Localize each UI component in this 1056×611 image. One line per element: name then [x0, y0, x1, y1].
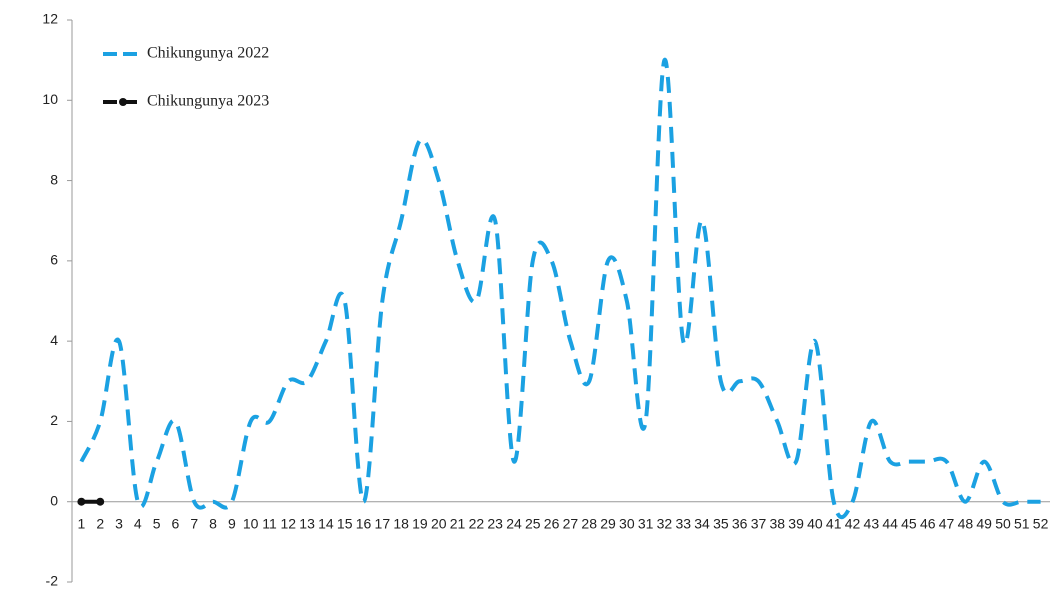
x-tick-label: 27: [563, 515, 579, 531]
x-tick-label: 50: [995, 515, 1011, 531]
x-tick-label: 5: [153, 515, 161, 531]
x-tick-label: 9: [228, 515, 236, 531]
x-tick-label: 52: [1033, 515, 1049, 531]
x-tick-label: 39: [788, 515, 804, 531]
x-tick-label: 1: [78, 515, 86, 531]
x-tick-label: 37: [751, 515, 767, 531]
x-tick-label: 12: [280, 515, 296, 531]
x-tick-label: 3: [115, 515, 123, 531]
x-tick-label: 4: [134, 515, 142, 531]
x-tick-label: 42: [845, 515, 861, 531]
x-tick-label: 2: [96, 515, 104, 531]
legend-marker: [119, 98, 127, 106]
x-tick-label: 18: [393, 515, 409, 531]
x-tick-label: 10: [243, 515, 259, 531]
y-tick-label: 12: [42, 11, 58, 27]
x-tick-label: 15: [337, 515, 353, 531]
x-tick-label: 14: [318, 515, 334, 531]
x-tick-label: 34: [694, 515, 710, 531]
x-tick-label: 40: [807, 515, 823, 531]
x-tick-label: 43: [864, 515, 880, 531]
x-tick-label: 45: [901, 515, 917, 531]
y-tick-label: 4: [50, 332, 58, 348]
x-tick-label: 35: [713, 515, 729, 531]
x-tick-label: 7: [190, 515, 198, 531]
data-point: [96, 497, 105, 506]
x-tick-label: 36: [732, 515, 748, 531]
x-tick-label: 47: [939, 515, 955, 531]
y-tick-label: 0: [50, 492, 58, 508]
x-tick-label: 49: [976, 515, 992, 531]
x-tick-label: 38: [769, 515, 785, 531]
x-tick-label: 44: [882, 515, 898, 531]
data-point: [77, 497, 86, 506]
y-tick-label: -2: [46, 573, 59, 589]
x-tick-label: 46: [920, 515, 936, 531]
x-tick-label: 13: [299, 515, 315, 531]
y-tick-label: 2: [50, 412, 58, 428]
x-tick-label: 22: [469, 515, 485, 531]
y-tick-label: 10: [42, 91, 58, 107]
legend-label: Chikungunya 2022: [147, 45, 269, 62]
x-tick-label: 21: [450, 515, 466, 531]
x-tick-label: 51: [1014, 515, 1030, 531]
x-tick-label: 8: [209, 515, 217, 531]
x-tick-label: 26: [544, 515, 560, 531]
x-tick-label: 20: [431, 515, 447, 531]
x-tick-label: 31: [638, 515, 654, 531]
x-tick-label: 19: [412, 515, 428, 531]
x-tick-label: 30: [619, 515, 635, 531]
x-tick-label: 32: [657, 515, 673, 531]
y-tick-label: 6: [50, 252, 58, 268]
x-tick-label: 23: [487, 515, 503, 531]
x-tick-label: 25: [525, 515, 541, 531]
x-tick-label: 28: [581, 515, 597, 531]
x-tick-label: 48: [958, 515, 974, 531]
x-tick-label: 11: [262, 515, 277, 531]
legend-label: Chikungunya 2023: [147, 93, 269, 110]
x-tick-label: 29: [600, 515, 616, 531]
x-tick-label: 41: [826, 515, 842, 531]
x-tick-label: 16: [356, 515, 372, 531]
data-line: [79, 58, 1041, 520]
x-tick-label: 33: [675, 515, 691, 531]
y-tick-label: 8: [50, 171, 58, 187]
x-tick-label: 6: [172, 515, 180, 531]
x-tick-label: 24: [506, 515, 522, 531]
x-tick-label: 17: [375, 515, 391, 531]
